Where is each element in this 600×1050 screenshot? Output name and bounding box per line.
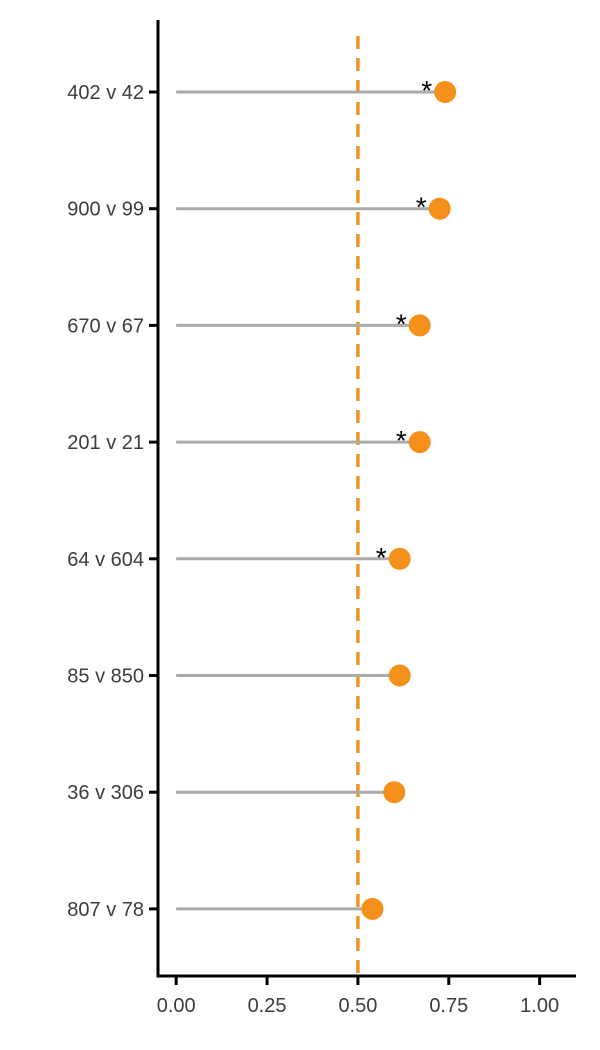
x-tick-label-3: 0.75 <box>429 995 468 1017</box>
significance-marker-3: * <box>396 425 407 456</box>
point-2 <box>408 314 431 337</box>
significance-marker-1: * <box>416 192 427 223</box>
y-tick-label-3: 201 v 21 <box>67 432 144 454</box>
significance-marker-2: * <box>396 308 407 339</box>
point-1 <box>428 197 451 220</box>
axes-layer: 402 v 42 900 v 99 670 v 67 201 v 21 64 v 604… <box>67 20 576 1017</box>
y-tick-label-0: 402 v 42 <box>67 82 144 104</box>
y-tick-label-6: 36 v 306 <box>67 782 144 804</box>
point-3 <box>408 431 431 454</box>
x-tick-label-4: 1.00 <box>520 995 559 1017</box>
x-tick-label-1: 0.25 <box>248 995 287 1017</box>
point-5 <box>388 664 411 687</box>
y-tick-label-5: 85 v 850 <box>67 666 144 688</box>
y-tick-label-7: 807 v 78 <box>67 899 144 921</box>
significance-marker-4: * <box>376 542 387 573</box>
point-7 <box>361 897 384 920</box>
y-tick-label-2: 670 v 67 <box>67 315 144 337</box>
x-tick-label-0: 0.00 <box>157 995 196 1017</box>
significance-marker-0: * <box>421 75 432 106</box>
point-6 <box>383 781 406 804</box>
y-tick-label-4: 64 v 604 <box>67 549 144 571</box>
point-0 <box>434 81 457 103</box>
x-tick-label-2: 0.50 <box>338 995 377 1017</box>
marks-layer: * * * * * <box>176 75 457 920</box>
point-4 <box>388 547 411 570</box>
y-tick-label-1: 900 v 99 <box>67 199 144 221</box>
